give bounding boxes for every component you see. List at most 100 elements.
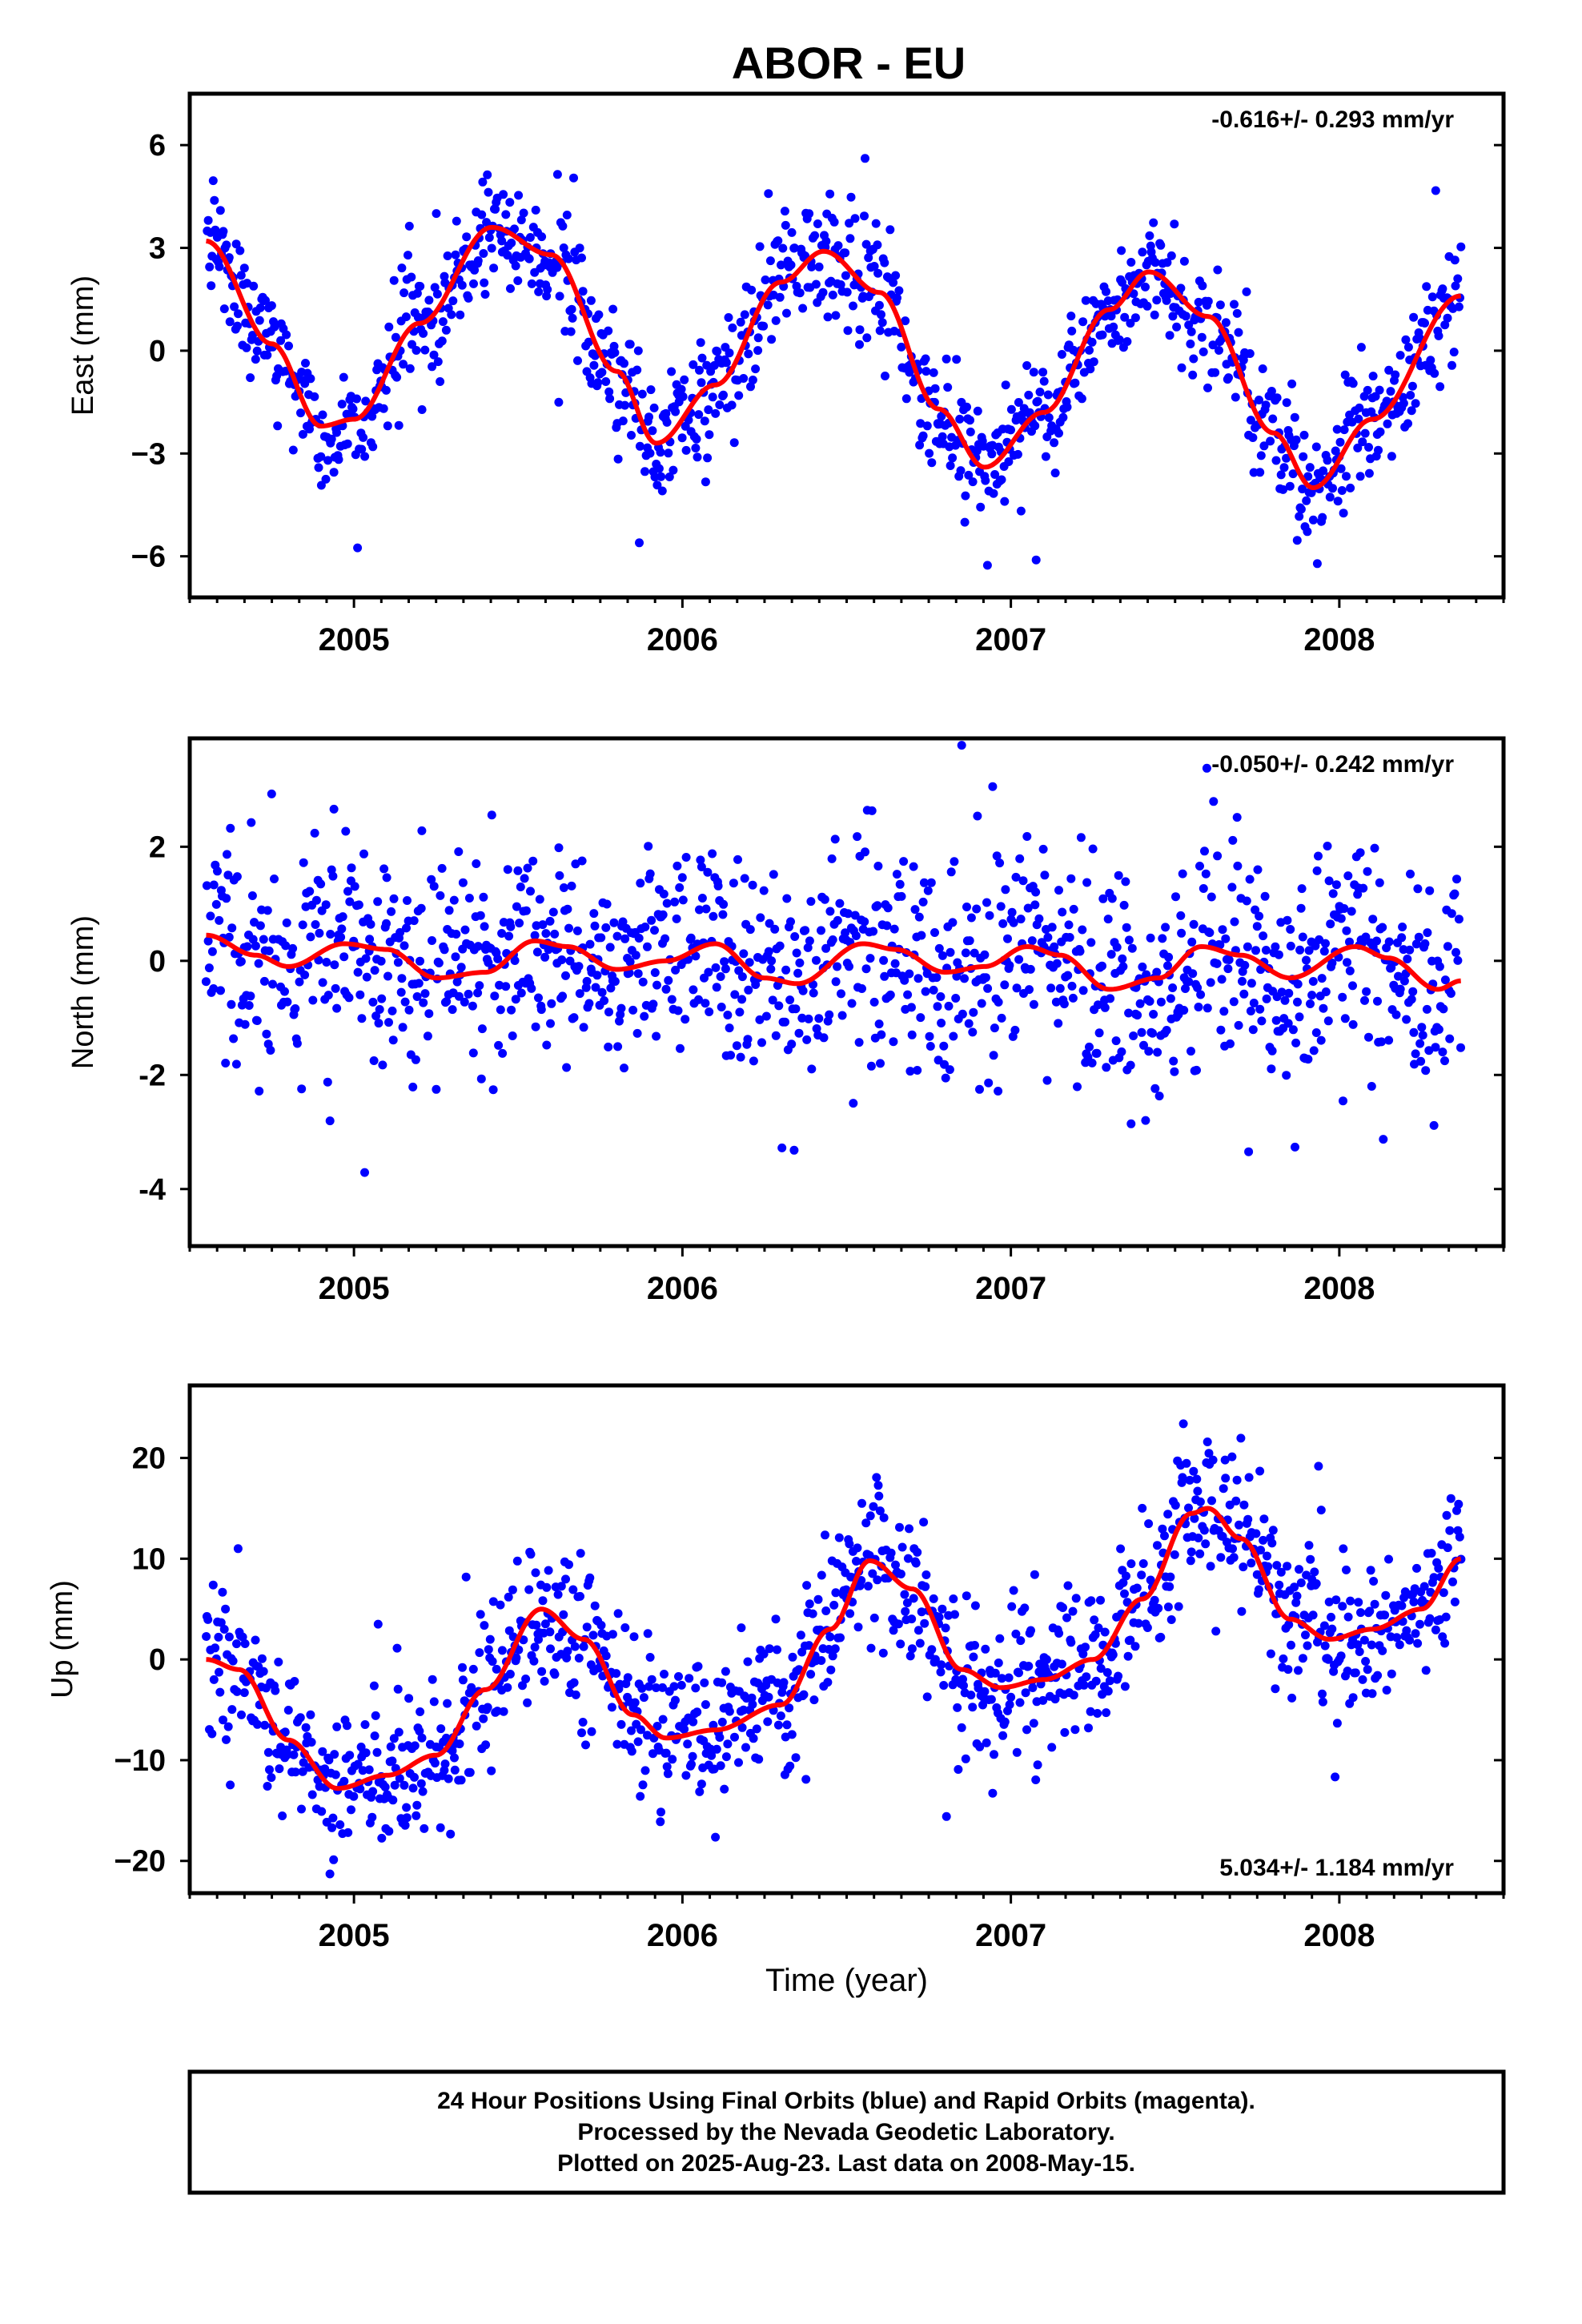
east-point	[203, 215, 213, 225]
east-point	[765, 256, 775, 266]
east-point	[1231, 392, 1240, 402]
up-point	[1366, 1566, 1375, 1575]
up-point	[913, 1626, 923, 1635]
north-point	[740, 874, 749, 883]
east-point	[1339, 425, 1349, 435]
up-point	[1122, 1598, 1132, 1607]
north-point	[1158, 934, 1167, 943]
up-point	[361, 1748, 371, 1758]
east-point	[469, 279, 478, 288]
north-point	[1425, 886, 1435, 895]
north-point	[1321, 987, 1331, 996]
north-point	[1291, 1142, 1299, 1152]
up-point	[579, 1642, 588, 1651]
up-point	[970, 1641, 979, 1650]
north-point	[288, 943, 298, 953]
up-ytick-label: −10	[114, 1744, 166, 1778]
east-point	[1292, 536, 1302, 545]
north-point	[1059, 999, 1069, 1009]
east-point	[534, 287, 544, 296]
north-point	[452, 930, 461, 939]
north-point	[520, 874, 529, 883]
east-point	[1296, 505, 1306, 514]
north-point	[997, 1013, 1006, 1023]
east-point	[1337, 486, 1347, 495]
up-point	[443, 1699, 452, 1708]
north-point	[677, 873, 687, 883]
up-point	[1005, 1700, 1014, 1710]
north-point	[1145, 996, 1154, 1006]
north-point	[1038, 844, 1048, 854]
north-point	[246, 991, 255, 1001]
north-point	[1050, 942, 1059, 951]
north-point	[939, 1041, 949, 1051]
up-point	[687, 1759, 696, 1769]
east-point	[1305, 463, 1315, 472]
north-point	[330, 960, 339, 970]
up-point	[656, 1807, 665, 1817]
up-point	[368, 1787, 378, 1796]
east-point	[401, 312, 411, 322]
east-point	[727, 400, 737, 410]
east-point	[764, 189, 773, 199]
north-point	[814, 1014, 824, 1023]
up-point	[697, 1779, 706, 1789]
east-point	[321, 474, 331, 484]
east-point	[1282, 453, 1291, 463]
east-point	[755, 242, 765, 251]
north-point	[1303, 1055, 1313, 1064]
north-point	[452, 977, 462, 987]
up-point	[307, 1790, 317, 1799]
east-point	[657, 486, 667, 496]
up-point	[830, 1644, 840, 1654]
north-point	[1106, 994, 1115, 1003]
up-point	[1123, 1651, 1133, 1661]
north-point	[716, 972, 725, 981]
north-point	[1416, 1056, 1426, 1066]
north-point	[604, 1007, 613, 1017]
east-point	[1211, 368, 1220, 377]
up-point	[499, 1707, 508, 1716]
up-point	[568, 1585, 578, 1594]
north-point	[638, 977, 648, 987]
up-point	[623, 1673, 632, 1683]
north-point	[266, 1046, 275, 1055]
east-point	[270, 322, 279, 332]
north-point	[929, 985, 938, 995]
north-point	[542, 1040, 552, 1050]
north-point	[658, 910, 668, 919]
east-point	[677, 384, 686, 394]
east-point	[525, 233, 535, 242]
up-point	[949, 1594, 958, 1603]
up-point	[1332, 1719, 1342, 1728]
north-point	[689, 985, 698, 995]
up-point	[232, 1687, 242, 1696]
north-point	[359, 849, 368, 858]
north-point	[1368, 915, 1378, 924]
east-point	[885, 225, 895, 235]
north-point	[557, 955, 567, 964]
north-point	[1450, 889, 1460, 899]
up-point	[869, 1613, 879, 1622]
north-point	[670, 897, 680, 907]
east-point	[874, 300, 884, 310]
east-point	[1342, 472, 1351, 481]
north-point	[1111, 1036, 1121, 1046]
up-point	[1229, 1553, 1239, 1562]
north-point	[1339, 1096, 1347, 1106]
east-point	[1360, 428, 1370, 438]
north-point	[1007, 907, 1017, 917]
up-point	[825, 1632, 835, 1642]
east-point	[1181, 312, 1191, 321]
east-point	[1221, 318, 1231, 328]
north-point	[1409, 1027, 1419, 1037]
up-point	[387, 1756, 397, 1766]
up-point	[1346, 1596, 1355, 1606]
up-point	[1116, 1544, 1126, 1554]
up-point	[488, 1657, 497, 1667]
east-point	[306, 374, 315, 384]
north-point	[1011, 872, 1021, 882]
east-point	[1255, 396, 1263, 404]
east-ytick-label: −6	[131, 541, 166, 574]
north-point	[913, 1066, 922, 1075]
